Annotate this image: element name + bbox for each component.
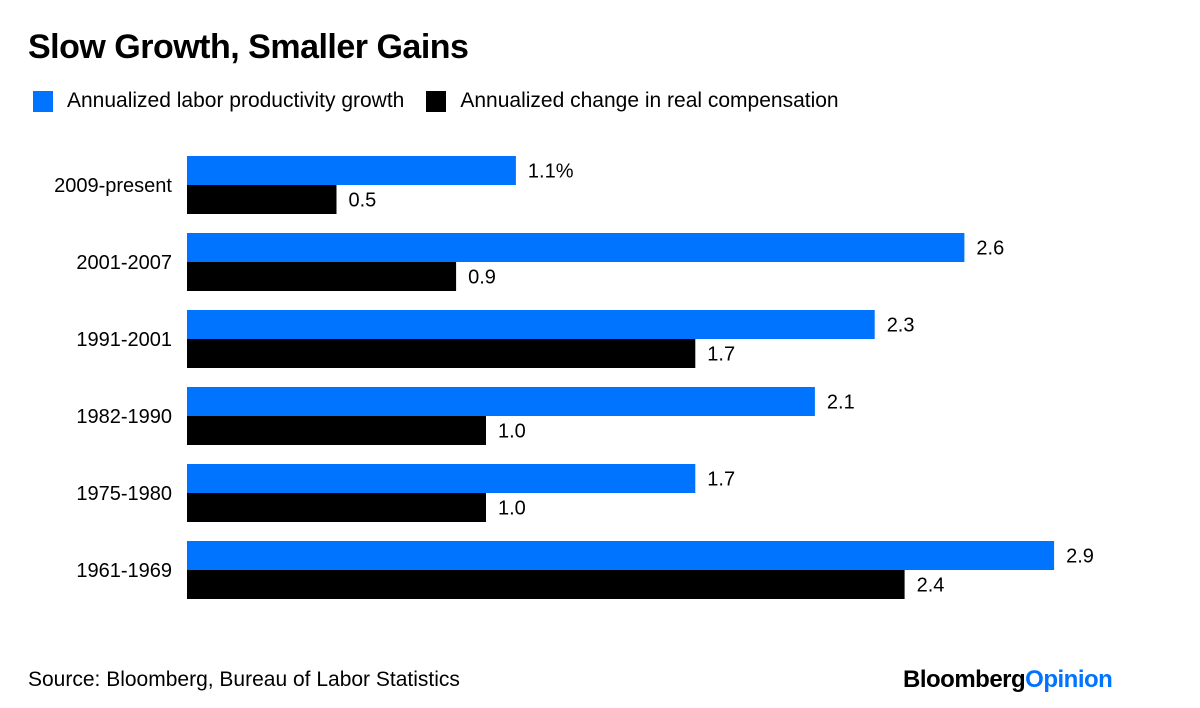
- data-label-compensation: 0.5: [349, 190, 377, 212]
- data-label-productivity: 1.7: [707, 469, 735, 491]
- legend-label-productivity: Annualized labor productivity growth: [67, 89, 405, 112]
- bar-productivity: [187, 310, 875, 339]
- data-label-compensation: 1.0: [498, 498, 526, 520]
- legend-swatch-productivity: [33, 90, 53, 112]
- data-label-productivity: 2.6: [976, 238, 1004, 260]
- legend-label-compensation: Annualized change in real compensation: [460, 89, 839, 112]
- category-label: 1961-1969: [76, 560, 172, 582]
- legend-item-productivity: Annualized labor productivity growth: [33, 89, 404, 113]
- logo-bloomberg: Bloomberg: [903, 666, 1026, 693]
- category-label: 1982-1990: [76, 406, 172, 428]
- bar-compensation: [187, 339, 696, 368]
- category-label: 1991-2001: [76, 329, 172, 351]
- bar-compensation: [187, 416, 486, 445]
- bar-compensation: [187, 185, 337, 214]
- bar-compensation: [187, 493, 486, 522]
- category-label: 2009-present: [54, 175, 172, 197]
- data-label-compensation: 1.7: [707, 344, 735, 366]
- legend-swatch-compensation: [426, 90, 447, 112]
- data-label-compensation: 2.4: [917, 575, 945, 597]
- bar-productivity: [187, 541, 1055, 570]
- bar-productivity: [187, 464, 696, 493]
- category-label: 1975-1980: [76, 483, 172, 505]
- data-label-productivity: 2.3: [887, 315, 915, 337]
- data-label-compensation: 0.9: [468, 267, 496, 289]
- data-label-productivity: 1.1%: [528, 161, 574, 183]
- bar-productivity: [187, 387, 815, 416]
- category-label: 2001-2007: [76, 252, 172, 274]
- bloomberg-opinion-logo: BloombergOpinion: [903, 666, 1113, 694]
- data-label-productivity: 2.1: [827, 392, 855, 414]
- bar-compensation: [187, 262, 457, 291]
- legend-item-compensation: Annualized change in real compensation: [426, 89, 839, 113]
- data-label-productivity: 2.9: [1066, 546, 1094, 568]
- legend: Annualized labor productivity growth Ann…: [33, 89, 861, 113]
- logo-opinion: Opinion: [1025, 666, 1113, 693]
- chart-title: Slow Growth, Smaller Gains: [28, 28, 469, 66]
- source-note: Source: Bloomberg, Bureau of Labor Stati…: [28, 668, 460, 691]
- bar-productivity: [187, 156, 516, 185]
- data-label-compensation: 1.0: [498, 421, 526, 443]
- bar-compensation: [187, 570, 905, 599]
- bar-productivity: [187, 233, 965, 262]
